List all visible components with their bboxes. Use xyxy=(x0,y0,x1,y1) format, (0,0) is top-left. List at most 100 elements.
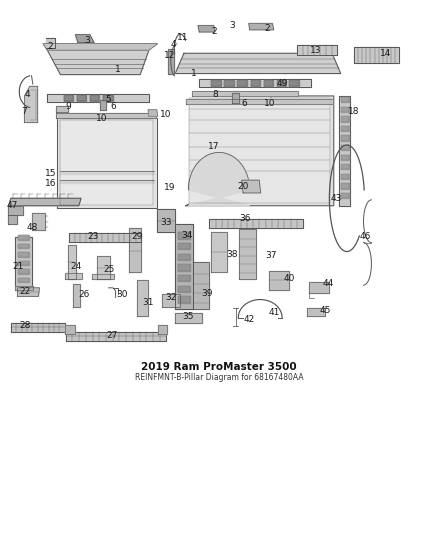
Text: 49: 49 xyxy=(276,79,288,87)
Text: 41: 41 xyxy=(268,308,280,317)
Polygon shape xyxy=(211,80,221,86)
Polygon shape xyxy=(11,323,65,332)
Polygon shape xyxy=(18,278,29,282)
Polygon shape xyxy=(8,206,23,215)
Polygon shape xyxy=(242,180,261,193)
Polygon shape xyxy=(341,97,349,102)
Text: 7: 7 xyxy=(21,108,27,116)
Text: 6: 6 xyxy=(241,99,247,108)
Text: 10: 10 xyxy=(264,99,275,108)
Text: 22: 22 xyxy=(20,287,31,295)
Polygon shape xyxy=(9,198,81,206)
Polygon shape xyxy=(100,100,106,110)
Text: 46: 46 xyxy=(360,232,371,241)
Text: 31: 31 xyxy=(142,298,154,307)
Polygon shape xyxy=(97,256,110,279)
Polygon shape xyxy=(186,99,333,104)
Polygon shape xyxy=(77,95,86,101)
Polygon shape xyxy=(193,262,209,309)
Text: 14: 14 xyxy=(380,49,391,58)
Text: 16: 16 xyxy=(45,179,56,188)
Text: 34: 34 xyxy=(181,231,192,240)
Text: 13: 13 xyxy=(310,46,321,54)
Text: 3: 3 xyxy=(229,21,235,30)
Text: 11: 11 xyxy=(177,33,189,42)
Text: 6: 6 xyxy=(110,102,116,111)
Polygon shape xyxy=(178,254,190,260)
Polygon shape xyxy=(224,80,234,86)
Text: 23: 23 xyxy=(87,232,99,241)
Polygon shape xyxy=(18,235,29,240)
Text: 5: 5 xyxy=(106,95,112,103)
Polygon shape xyxy=(168,49,174,74)
Polygon shape xyxy=(309,282,329,293)
Text: 19: 19 xyxy=(164,183,176,192)
Polygon shape xyxy=(341,183,349,189)
Polygon shape xyxy=(251,80,260,86)
Text: 4: 4 xyxy=(25,91,30,99)
Text: 4: 4 xyxy=(170,41,176,49)
Polygon shape xyxy=(32,213,45,230)
Text: 24: 24 xyxy=(71,262,82,271)
Text: 15: 15 xyxy=(45,169,56,178)
Polygon shape xyxy=(341,126,349,131)
Text: 48: 48 xyxy=(27,223,38,231)
Polygon shape xyxy=(65,325,75,334)
Polygon shape xyxy=(239,229,256,279)
Polygon shape xyxy=(60,180,154,183)
Polygon shape xyxy=(186,96,334,206)
Polygon shape xyxy=(341,145,349,150)
Polygon shape xyxy=(137,280,148,316)
Text: 1: 1 xyxy=(115,65,121,74)
Text: 2019 Ram ProMaster 3500: 2019 Ram ProMaster 3500 xyxy=(141,362,297,373)
Text: 18: 18 xyxy=(348,108,360,116)
Polygon shape xyxy=(60,171,154,174)
Polygon shape xyxy=(232,93,239,103)
Polygon shape xyxy=(178,275,190,281)
Polygon shape xyxy=(157,209,175,232)
Polygon shape xyxy=(57,118,157,208)
Polygon shape xyxy=(8,215,17,224)
Polygon shape xyxy=(60,120,153,205)
Polygon shape xyxy=(47,94,149,102)
Polygon shape xyxy=(192,91,298,96)
Polygon shape xyxy=(158,325,167,334)
Text: 29: 29 xyxy=(131,232,142,241)
Polygon shape xyxy=(341,174,349,179)
Text: 17: 17 xyxy=(208,142,219,150)
Polygon shape xyxy=(18,252,29,257)
Polygon shape xyxy=(162,294,180,307)
Polygon shape xyxy=(47,50,149,75)
Polygon shape xyxy=(129,228,141,272)
Polygon shape xyxy=(289,80,299,86)
Polygon shape xyxy=(339,96,350,206)
Polygon shape xyxy=(46,38,55,48)
Polygon shape xyxy=(189,98,330,203)
Text: 32: 32 xyxy=(165,293,177,302)
Polygon shape xyxy=(18,269,29,274)
Polygon shape xyxy=(198,26,215,32)
Polygon shape xyxy=(92,274,114,279)
Polygon shape xyxy=(341,116,349,122)
Text: 33: 33 xyxy=(160,219,171,227)
Polygon shape xyxy=(69,233,141,242)
Polygon shape xyxy=(56,113,156,118)
Text: 27: 27 xyxy=(106,332,118,340)
Polygon shape xyxy=(188,152,250,206)
Polygon shape xyxy=(15,237,32,287)
Text: 37: 37 xyxy=(265,252,276,260)
Text: 47: 47 xyxy=(7,201,18,210)
Text: 39: 39 xyxy=(201,289,212,297)
Text: 28: 28 xyxy=(20,321,31,329)
Polygon shape xyxy=(209,219,303,228)
Polygon shape xyxy=(103,95,113,101)
Polygon shape xyxy=(178,286,190,292)
Text: 12: 12 xyxy=(164,52,176,60)
Polygon shape xyxy=(211,232,227,272)
Text: 30: 30 xyxy=(116,290,127,298)
Polygon shape xyxy=(68,245,76,279)
Polygon shape xyxy=(269,271,289,290)
Polygon shape xyxy=(341,164,349,169)
Text: 2: 2 xyxy=(212,28,217,36)
Polygon shape xyxy=(354,47,399,63)
